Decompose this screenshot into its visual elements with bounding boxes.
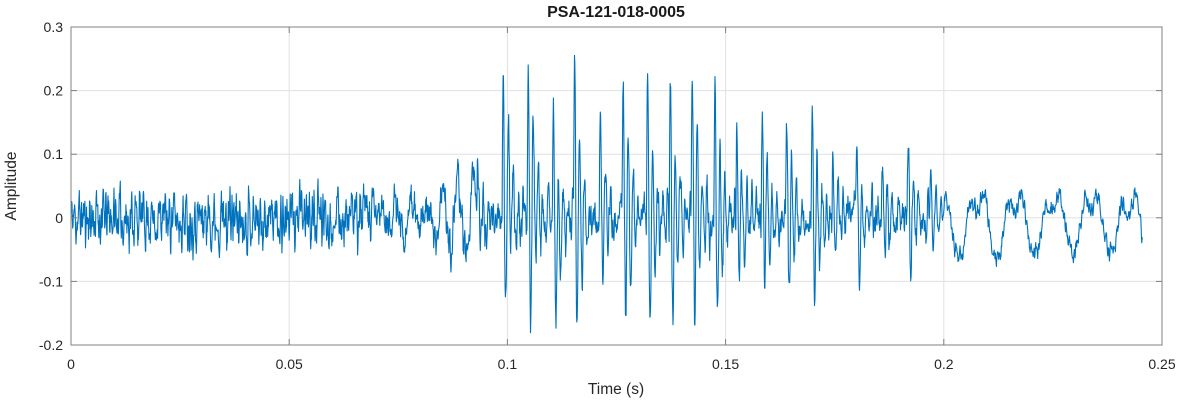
x-tick-label: 0.15	[712, 356, 739, 372]
y-tick-labels: -0.2 -0.1 0 0.1 0.2 0.3	[39, 19, 63, 353]
y-axis-label: Amplitude	[3, 152, 20, 221]
y-tick-label: -0.2	[39, 337, 63, 353]
plot-box	[70, 26, 1163, 346]
y-tick-label: 0.1	[44, 146, 64, 162]
x-tick-labels: 0 0.05 0.1 0.15 0.2 0.25	[67, 356, 1176, 372]
chart-title: PSA-121-018-0005	[547, 4, 685, 21]
waveform-series	[71, 54, 1143, 334]
x-tick-label: 0.2	[934, 356, 954, 372]
axis-ticks	[70, 26, 1163, 346]
x-tick-label: 0	[67, 356, 75, 372]
x-tick-label: 0.1	[498, 356, 518, 372]
y-tick-label: -0.1	[39, 273, 63, 289]
x-tick-label: 0.25	[1148, 356, 1175, 372]
x-tick-label: 0.05	[276, 356, 303, 372]
grid-lines	[71, 27, 1162, 345]
y-tick-label: 0	[55, 210, 63, 226]
x-axis-label: Time (s)	[588, 381, 644, 398]
waveform-line	[71, 54, 1143, 334]
y-tick-label: 0.3	[44, 19, 64, 35]
y-tick-label: 0.2	[44, 83, 64, 99]
